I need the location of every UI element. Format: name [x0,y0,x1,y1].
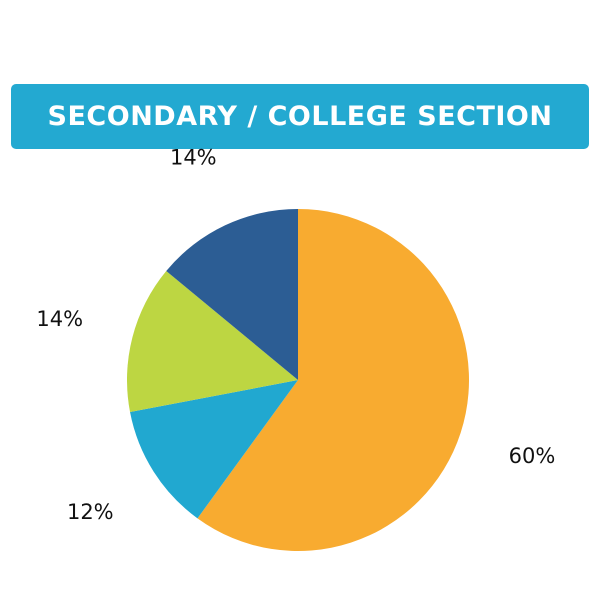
pie-labels: 60% 12% 14% 14% [36,145,555,523]
chart-title: SECONDARY / COLLEGE SECTION [47,101,553,132]
slice-label-2: 14% [36,307,83,331]
slice-label-0: 60% [509,444,556,468]
pie-slices [127,209,470,551]
slice-label-1: 12% [67,500,114,524]
chart-title-banner: SECONDARY / COLLEGE SECTION [11,84,589,149]
pie-slice-3 [166,209,298,380]
pie-slice-2 [127,271,298,413]
pie-slice-1 [130,380,298,519]
pie-slice-0 [197,209,470,551]
slice-label-3: 14% [170,145,217,169]
